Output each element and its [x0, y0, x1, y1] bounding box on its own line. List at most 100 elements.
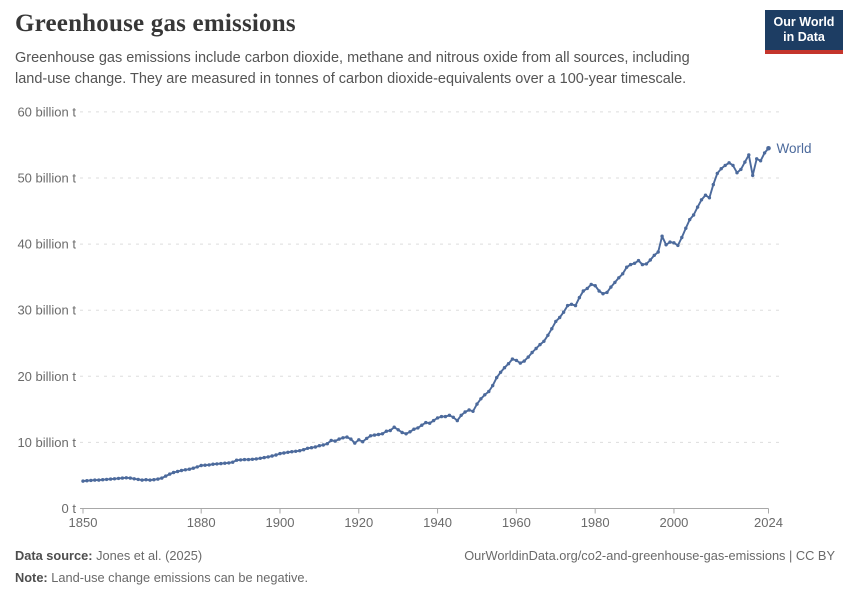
- y-tick-label: 10 billion t: [17, 435, 76, 450]
- source-url-link[interactable]: OurWorldinData.org/co2-and-greenhouse-ga…: [464, 548, 835, 564]
- data-point-marker: [353, 441, 357, 445]
- data-point-marker: [428, 421, 432, 425]
- data-point-marker: [755, 157, 759, 161]
- data-point-marker: [396, 428, 400, 432]
- y-tick-label: 0 t: [62, 501, 77, 516]
- data-point-marker: [735, 171, 739, 175]
- data-point-marker: [262, 455, 266, 460]
- data-point-marker: [136, 477, 140, 482]
- data-point-marker: [609, 285, 613, 289]
- data-point-marker: [455, 418, 459, 423]
- data-point-marker: [408, 430, 412, 434]
- data-point-marker: [376, 432, 381, 437]
- data-point-marker: [148, 478, 152, 482]
- data-point-marker: [120, 476, 125, 480]
- data-point-marker: [294, 449, 298, 453]
- data-point-marker: [227, 461, 231, 465]
- data-point-marker: [546, 333, 550, 337]
- data-point-marker: [152, 478, 156, 482]
- data-point-marker: [234, 458, 239, 462]
- data-point-marker: [89, 478, 93, 483]
- data-point-marker: [325, 442, 329, 446]
- data-point-marker: [203, 463, 207, 467]
- data-point-marker: [467, 408, 471, 412]
- data-point-marker: [723, 163, 727, 168]
- data-point-marker: [309, 446, 314, 450]
- chart-title: Greenhouse gas emissions: [15, 10, 296, 37]
- data-point-marker: [384, 429, 389, 433]
- data-point-marker: [522, 359, 526, 363]
- data-point-marker: [420, 423, 424, 427]
- data-point-marker: [282, 451, 286, 455]
- data-point-marker: [124, 476, 128, 480]
- data-point-marker: [648, 258, 652, 262]
- data-point-marker: [191, 466, 195, 470]
- data-point-marker: [400, 430, 404, 435]
- chart-note-label: Note:: [15, 570, 48, 586]
- y-tick-label: 60 billion t: [17, 104, 76, 119]
- data-point-marker: [617, 276, 621, 280]
- data-point-marker: [475, 402, 479, 406]
- data-point-marker: [286, 450, 290, 454]
- data-point-marker: [719, 167, 723, 171]
- data-point-marker: [215, 462, 219, 466]
- data-point-marker: [81, 479, 85, 483]
- data-point-marker: [392, 425, 396, 429]
- chart-footer: Data source: Jones et al. (2025) OurWorl…: [15, 544, 835, 588]
- data-point-marker: [424, 420, 428, 425]
- data-point-marker: [573, 303, 578, 308]
- data-point-marker: [104, 477, 109, 482]
- data-point-marker: [341, 436, 345, 440]
- data-point-marker: [577, 295, 582, 300]
- data-point-marker: [688, 217, 692, 222]
- data-point-marker: [219, 461, 223, 466]
- data-source-value: Jones et al. (2025): [96, 548, 203, 564]
- data-point-marker: [538, 342, 542, 347]
- data-point-marker: [372, 433, 377, 437]
- data-point-marker: [628, 262, 633, 267]
- chart-subtitle: Greenhouse gas emissions include carbon …: [15, 50, 690, 87]
- data-point-marker: [164, 474, 168, 478]
- data-point-marker: [699, 198, 704, 202]
- data-point-marker: [439, 414, 444, 419]
- data-point-marker: [727, 161, 731, 165]
- data-point-marker: [361, 440, 365, 444]
- data-point-marker: [431, 418, 436, 423]
- data-point-marker: [739, 167, 743, 172]
- data-point-marker: [246, 457, 251, 462]
- data-point-marker: [581, 289, 585, 293]
- data-point-marker: [715, 171, 719, 176]
- data-point-marker: [498, 370, 503, 374]
- data-point-marker: [171, 470, 176, 475]
- data-point-marker: [144, 478, 148, 482]
- data-point-marker: [518, 361, 522, 365]
- data-point-marker: [487, 389, 491, 394]
- data-point-marker: [625, 265, 629, 269]
- data-point-marker: [542, 339, 546, 343]
- data-point-marker: [128, 476, 132, 480]
- owid-logo-line2: in Data: [783, 30, 825, 45]
- data-point-marker: [751, 173, 755, 178]
- data-point-marker: [329, 438, 333, 443]
- data-point-marker: [632, 261, 637, 265]
- data-point-marker: [672, 241, 676, 245]
- emissions-line[interactable]: [82, 147, 770, 483]
- data-point-marker: [199, 463, 203, 468]
- data-point-marker: [463, 410, 467, 414]
- data-point-marker: [506, 362, 511, 366]
- data-point-marker: [195, 465, 199, 469]
- data-point-marker: [569, 302, 574, 306]
- data-point-marker: [112, 477, 117, 481]
- data-point-marker: [349, 437, 353, 441]
- data-point-marker: [313, 445, 318, 449]
- data-point-marker: [211, 462, 215, 466]
- data-point-marker: [404, 432, 408, 436]
- data-point-marker: [238, 458, 243, 462]
- data-point-marker: [388, 428, 392, 433]
- owid-logo-line1: Our World: [773, 15, 835, 29]
- x-tick-label: 2024: [754, 515, 783, 530]
- owid-logo[interactable]: Our World in Data: [765, 10, 843, 54]
- data-point-marker: [731, 163, 735, 168]
- y-tick-label: 20 billion t: [17, 369, 76, 384]
